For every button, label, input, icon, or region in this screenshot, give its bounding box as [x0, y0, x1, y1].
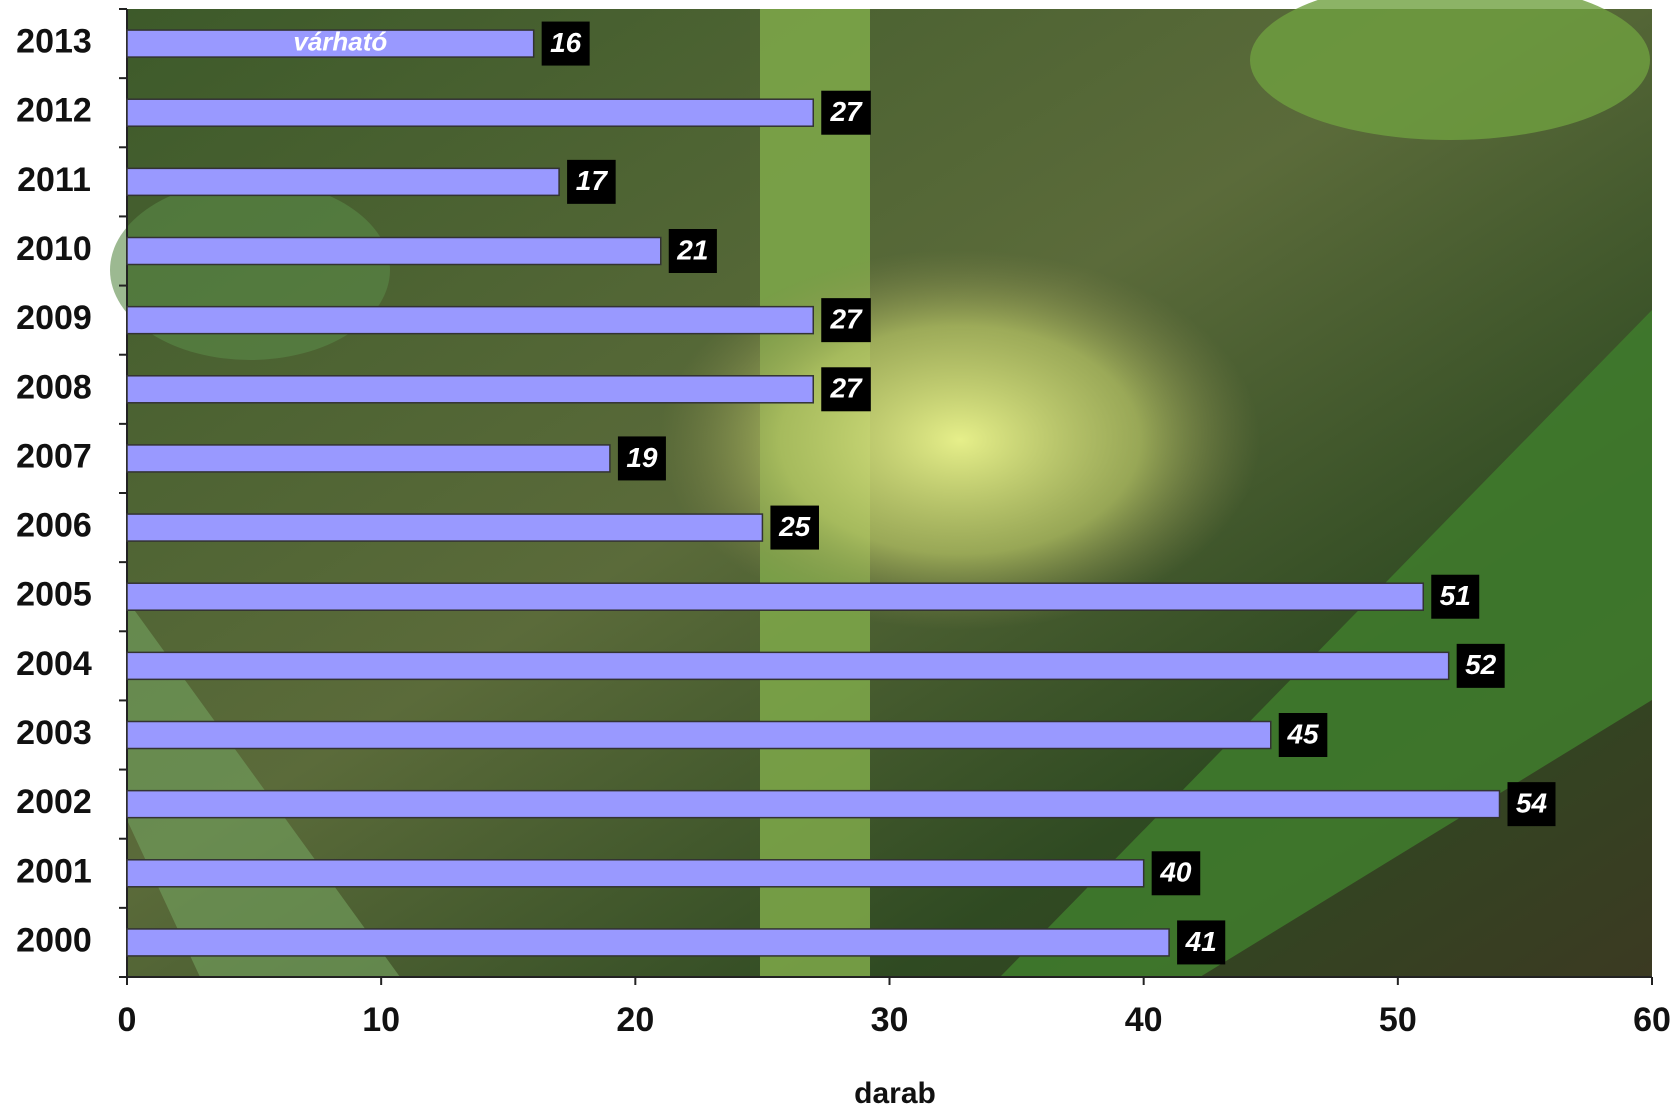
x-tick-label: 60 — [1633, 1001, 1671, 1039]
value-label-box — [1507, 782, 1556, 827]
bar — [126, 582, 1424, 611]
value-label-box — [1177, 920, 1226, 965]
value-label-box — [821, 298, 871, 343]
bar — [126, 444, 611, 473]
value-label: 27 — [829, 96, 863, 127]
x-tick-label: 20 — [616, 1001, 654, 1039]
value-label-box — [1431, 574, 1480, 619]
bar — [126, 651, 1450, 681]
y-tick-label: 2000 — [16, 921, 92, 959]
value-label: 51 — [1440, 580, 1471, 611]
value-label: 27 — [829, 373, 863, 404]
x-tick-label: 10 — [362, 1001, 400, 1039]
x-tick-label: 30 — [871, 1001, 909, 1039]
y-tick-label: 2013 — [16, 23, 92, 61]
background-photo — [110, 0, 1652, 977]
x-tick-label: 50 — [1379, 1001, 1417, 1039]
y-tick-label: 2011 — [17, 161, 91, 199]
value-label: 27 — [829, 304, 863, 335]
bar — [126, 513, 764, 542]
value-label-box — [821, 367, 871, 412]
bar — [126, 236, 662, 266]
x-tick-label: 40 — [1125, 1001, 1163, 1039]
value-label: 16 — [550, 27, 582, 58]
value-label-box — [770, 505, 819, 550]
bar — [126, 29, 535, 58]
value-label: 41 — [1185, 926, 1217, 957]
y-tick-label: 2010 — [16, 230, 92, 268]
y-tick-label: 2009 — [16, 299, 92, 337]
value-label: 17 — [576, 165, 609, 196]
bar — [126, 167, 560, 197]
value-label: 25 — [778, 511, 811, 542]
bar — [126, 859, 1145, 888]
x-tick-label: 0 — [118, 1001, 137, 1039]
y-tick-label: 2001 — [16, 852, 92, 890]
value-label-box — [821, 90, 871, 135]
value-label: 54 — [1516, 788, 1548, 819]
value-label-box — [617, 436, 666, 481]
bar — [126, 789, 1501, 819]
value-label: 40 — [1159, 857, 1192, 888]
value-label-box — [541, 21, 590, 66]
y-tick-label: 2007 — [16, 437, 92, 475]
annotation: várható — [293, 26, 387, 56]
value-label-box — [567, 159, 616, 204]
value-label-box — [1151, 851, 1201, 896]
bar — [126, 720, 1272, 750]
y-tick-label: 2012 — [16, 92, 92, 130]
value-label-box — [1456, 643, 1505, 688]
y-tick-label: 2005 — [16, 576, 92, 614]
value-label: 19 — [626, 442, 658, 473]
y-tick-label: 2003 — [16, 714, 92, 752]
bar — [126, 305, 814, 335]
bar — [126, 375, 814, 404]
y-tick-label: 2008 — [16, 368, 92, 406]
value-label-box — [1278, 713, 1328, 757]
bar — [126, 928, 1170, 957]
y-tick-label: 2006 — [16, 507, 92, 545]
value-label-box — [668, 229, 717, 273]
value-label: 21 — [676, 234, 708, 265]
value-label: 45 — [1286, 718, 1319, 749]
bar — [126, 98, 814, 127]
value-label: 52 — [1465, 649, 1497, 680]
y-tick-label: 2004 — [16, 645, 92, 683]
x-axis-title: darab — [854, 1077, 936, 1110]
y-tick-label: 2002 — [16, 783, 92, 821]
